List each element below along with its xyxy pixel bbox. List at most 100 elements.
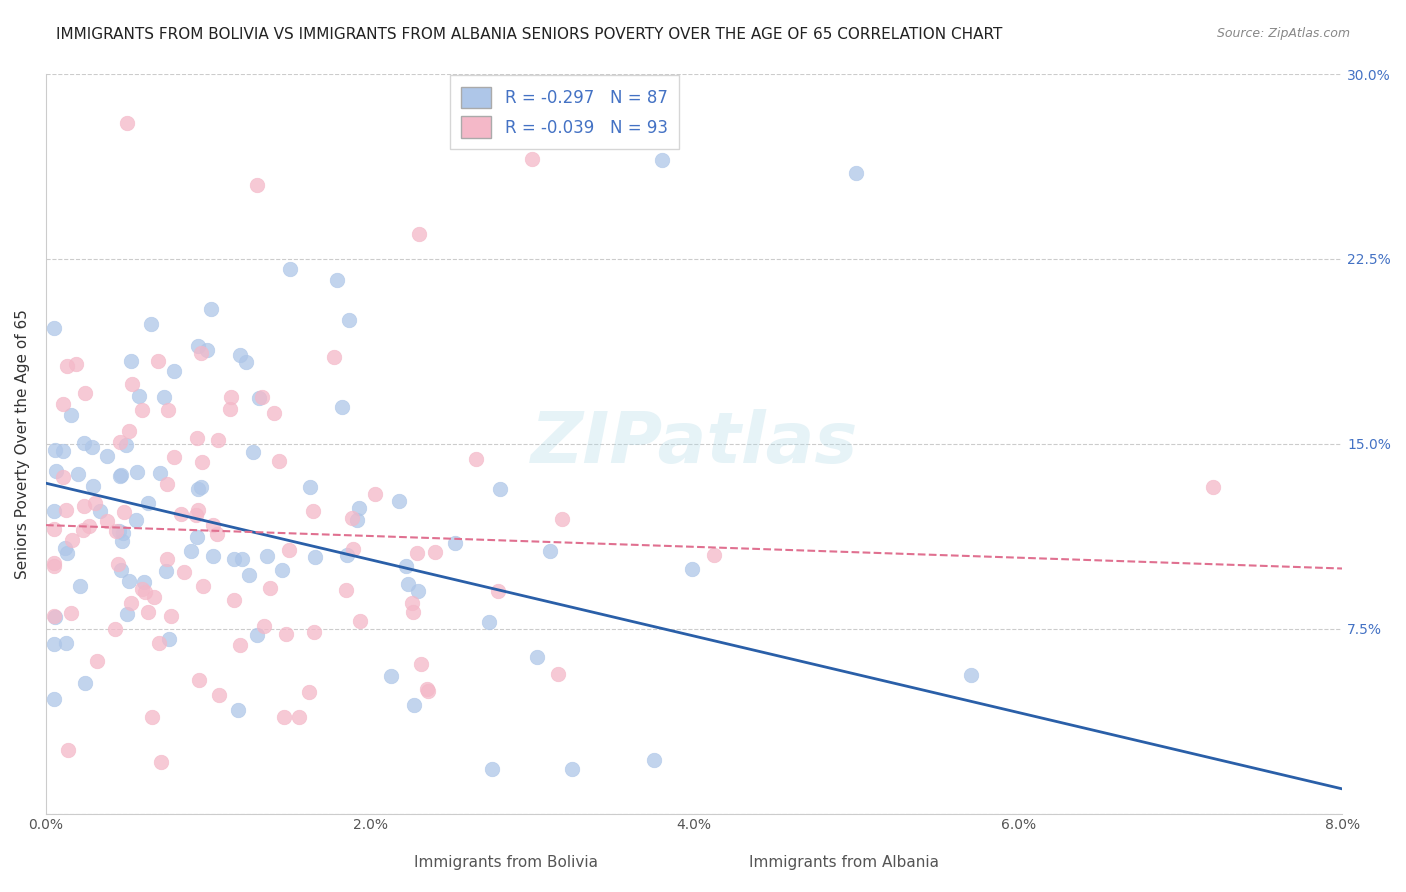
Point (304, 549, 326, 564)
Text: IMMIGRANTS FROM BOLIVIA VS IMMIGRANTS FROM ALBANIA SENIORS POVERTY OVER THE AGE : IMMIGRANTS FROM BOLIVIA VS IMMIGRANTS FR… (56, 27, 1002, 42)
Point (149, 467, 172, 481)
Point (111, 526, 134, 541)
Point (380, 669, 402, 683)
Point (538, 544, 561, 558)
Point (42, 321, 65, 335)
Point (643, 753, 665, 767)
Point (107, 524, 129, 538)
Point (65, 357, 87, 371)
Point (44, 691, 66, 706)
Point (150, 755, 173, 769)
Point (330, 400, 353, 414)
Point (346, 513, 368, 527)
Point (148, 636, 170, 650)
Point (153, 391, 176, 405)
Point (89, 503, 111, 517)
Point (120, 596, 142, 610)
Point (278, 261, 301, 276)
Point (551, 512, 574, 526)
Point (184, 508, 207, 522)
Point (69, 579, 91, 593)
Point (44, 442, 66, 457)
Point (250, 390, 273, 404)
Point (96, 449, 118, 463)
Point (242, 445, 264, 459)
Point (115, 116, 138, 130)
Point (72, 500, 94, 514)
Point (104, 524, 127, 538)
Point (173, 565, 195, 579)
Point (342, 541, 364, 556)
Point (187, 503, 209, 517)
Point (139, 317, 162, 331)
Point (55, 546, 77, 560)
Point (342, 510, 364, 524)
Point (336, 548, 359, 562)
Point (845, 166, 868, 180)
Point (128, 389, 150, 403)
Point (218, 402, 240, 417)
Point (146, 354, 169, 368)
Point (73, 676, 96, 690)
Point (60, 533, 83, 547)
Point (246, 178, 269, 192)
Point (253, 618, 276, 632)
Point (235, 355, 257, 369)
Point (131, 582, 153, 597)
Point (191, 579, 214, 593)
Point (114, 437, 136, 451)
Point (202, 518, 225, 533)
Point (134, 584, 156, 599)
Point (55, 541, 77, 556)
Point (82, 479, 104, 493)
Point (156, 552, 179, 566)
Point (104, 622, 127, 636)
Point (118, 424, 141, 438)
Point (302, 504, 325, 518)
Point (186, 432, 208, 446)
Point (323, 350, 346, 364)
Point (67, 467, 90, 481)
Point (96, 514, 118, 528)
Point (72, 523, 94, 537)
Point (82, 440, 104, 454)
Point (364, 487, 387, 501)
Y-axis label: Seniors Poverty Over the Age of 65: Seniors Poverty Over the Age of 65 (15, 309, 30, 579)
Point (486, 583, 509, 598)
Point (423, 545, 446, 559)
Point (256, 549, 278, 563)
Text: Immigrants from Bolivia: Immigrants from Bolivia (415, 855, 598, 870)
Point (110, 563, 132, 577)
Point (118, 574, 141, 588)
Point (86, 654, 108, 668)
Point (269, 454, 291, 468)
Point (52, 397, 75, 411)
Point (388, 493, 411, 508)
Point (228, 348, 250, 362)
Point (478, 615, 501, 629)
Point (127, 465, 149, 479)
Point (42, 558, 65, 573)
Point (205, 526, 228, 541)
Point (79, 519, 101, 533)
Point (960, 668, 983, 682)
Point (190, 480, 212, 494)
Point (520, 152, 543, 166)
Point (202, 549, 225, 563)
Point (60, 606, 83, 620)
Point (52, 469, 75, 483)
Point (115, 607, 138, 621)
Point (259, 581, 281, 595)
Point (465, 451, 488, 466)
Point (561, 762, 583, 776)
Point (278, 542, 301, 557)
Point (83, 496, 105, 510)
Point (297, 685, 319, 699)
Point (246, 628, 269, 642)
Point (226, 702, 249, 716)
Point (207, 433, 229, 447)
Point (395, 559, 418, 574)
Text: Source: ZipAtlas.com: Source: ZipAtlas.com (1216, 27, 1350, 40)
Point (207, 689, 229, 703)
Point (136, 496, 159, 510)
